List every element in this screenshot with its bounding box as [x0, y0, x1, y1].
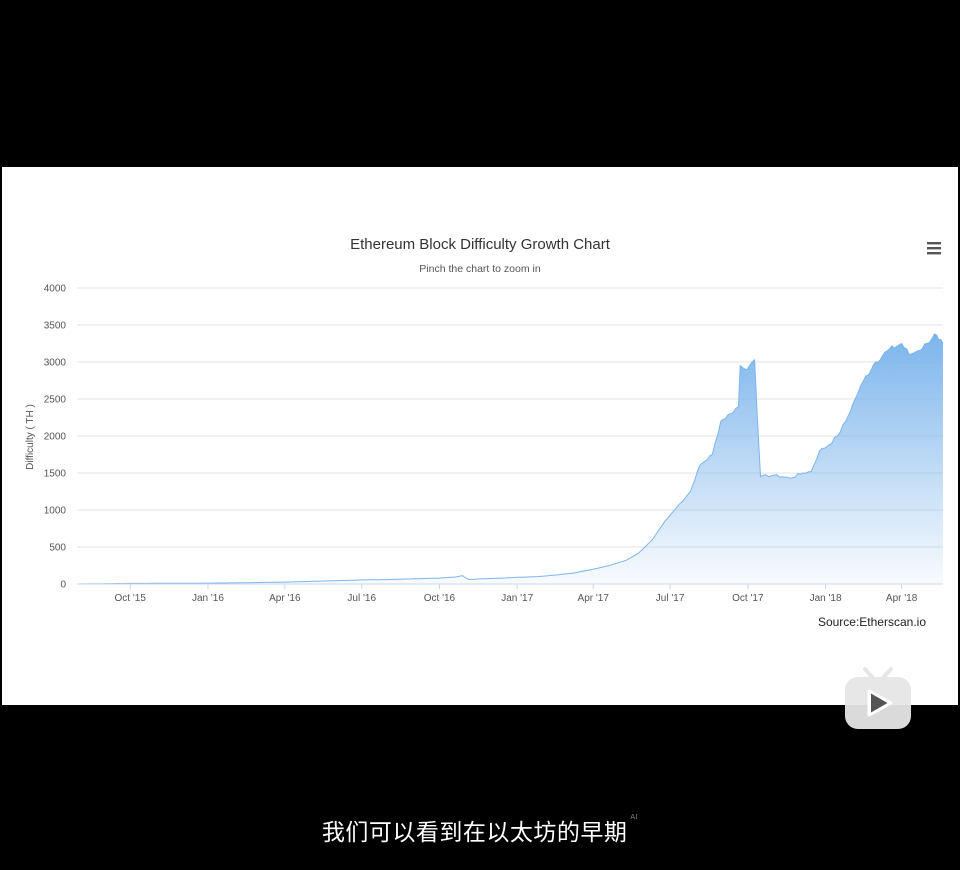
chart: 0 500 1000 1500 2000 2500 3000 3500 4000 Oct '15… [25, 236, 944, 629]
x-axis-ticks: Oct '15 Jan '16 Apr '16 Jul '16 Oct '16 Jan '… [115, 584, 918, 604]
x-tick-label: Oct '16 [424, 593, 456, 604]
y-tick-label: 3000 [44, 358, 67, 369]
difficulty-area [77, 333, 943, 584]
difficulty-line [77, 333, 944, 585]
subtitle-text: 我们可以看到在以太坊的早期 [321, 820, 628, 846]
y-tick-label: 3500 [44, 321, 67, 332]
x-tick-label: Jan '18 [810, 593, 842, 604]
y-axis-ticks: 0 500 1000 1500 2000 2500 3000 3500 4000 [44, 284, 67, 591]
y-tick-label: 1500 [44, 469, 67, 480]
x-tick-label: Apr '16 [269, 593, 301, 604]
y-tick-label: 500 [49, 543, 66, 554]
grid-lines [77, 287, 943, 548]
hamburger-menu-icon[interactable] [922, 241, 942, 257]
y-tick-label: 2500 [44, 395, 67, 406]
x-tick-label: Oct '15 [115, 593, 147, 604]
chart-credit: Source:Etherscan.io [818, 615, 926, 629]
chart-title: Ethereum Block Difficulty Growth Chart [350, 236, 611, 253]
y-tick-label: 4000 [44, 284, 67, 295]
chart-subtitle: Pinch the chart to zoom in [419, 263, 541, 275]
bilibili-play-icon [845, 667, 911, 729]
y-tick-label: 1000 [44, 506, 67, 517]
ai-mark: AI [630, 813, 639, 821]
x-tick-label: Jul '17 [656, 593, 685, 604]
x-tick-label: Apr '18 [886, 593, 918, 604]
x-tick-label: Oct '17 [732, 593, 764, 604]
x-tick-label: Jul '16 [347, 593, 376, 604]
y-tick-label: 2000 [44, 432, 67, 443]
x-tick-label: Jan '16 [192, 593, 224, 604]
x-tick-label: Jan '17 [501, 593, 533, 604]
x-tick-label: Apr '17 [578, 593, 610, 604]
video-subtitle: 我们可以看到在以太坊的早期AI [0, 813, 960, 847]
y-tick-label: 0 [60, 580, 66, 591]
chart-panel: 0 500 1000 1500 2000 2500 3000 3500 4000 Oct '15… [2, 167, 958, 705]
y-axis-title: Difficulty ( TH ) [25, 404, 36, 470]
